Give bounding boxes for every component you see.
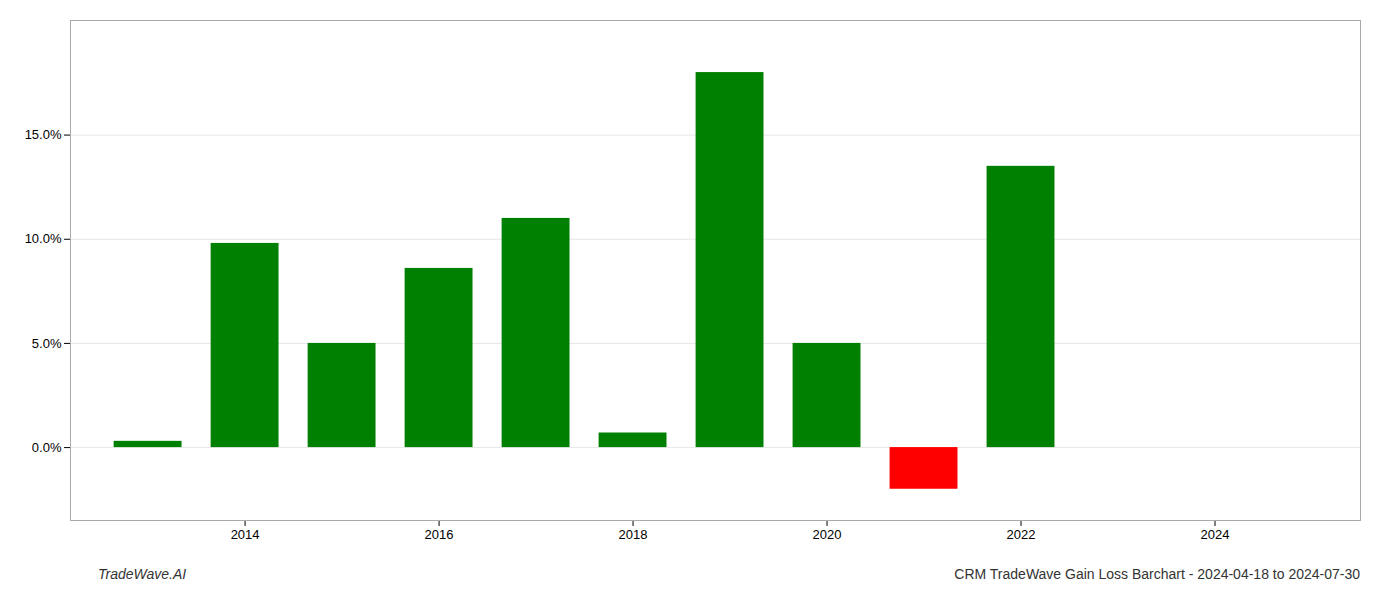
svg-text:2020: 2020 — [813, 527, 842, 542]
svg-text:10.0%: 10.0% — [25, 231, 62, 246]
svg-text:2016: 2016 — [425, 527, 454, 542]
html-text:CRM TradeWave Gain Loss Barcha: CRM TradeWave Gain Loss Barchart - 2024-… — [954, 566, 1360, 582]
svg-text:2022: 2022 — [1007, 527, 1036, 542]
svg-text:0.0%: 0.0% — [32, 440, 62, 455]
svg-text:2014: 2014 — [231, 527, 260, 542]
svg-text:2018: 2018 — [619, 527, 648, 542]
svg-text:2024: 2024 — [1201, 527, 1230, 542]
svg-text:15.0%: 15.0% — [25, 127, 62, 142]
svg-text:5.0%: 5.0% — [32, 336, 62, 351]
html-text:TradeWave.AI: TradeWave.AI — [98, 566, 187, 582]
